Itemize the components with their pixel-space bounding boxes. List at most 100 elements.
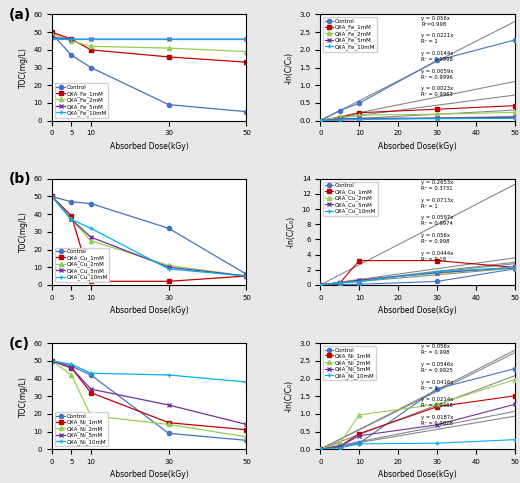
Control [336, 108, 343, 114]
OXA_Ni_5mM [336, 443, 343, 449]
OXA_Fe_1mM [512, 103, 518, 109]
Line: OXA_Cu_1mM: OXA_Cu_1mM [318, 258, 517, 287]
Control [68, 199, 74, 205]
Control [68, 363, 74, 369]
Text: y = 0.0597x
R² = 0.9974: y = 0.0597x R² = 0.9974 [422, 215, 454, 227]
OXA_Ni_10mM [336, 445, 343, 451]
Line: OXA_Cu_5mM: OXA_Cu_5mM [50, 195, 249, 278]
OXA_Cu_5mM [243, 273, 250, 279]
Control [243, 109, 250, 114]
Control [49, 31, 55, 37]
Text: y = 0.0187x
R² = 0.9828: y = 0.0187x R² = 0.9828 [422, 415, 454, 426]
Line: Control: Control [50, 32, 249, 114]
Line: Control: Control [318, 267, 517, 287]
Control [434, 279, 440, 284]
Control [49, 358, 55, 364]
OXA_Ni_10mM [317, 446, 323, 452]
OXA_Cu_5mM [68, 216, 74, 222]
Line: OXA_Ni_5mM: OXA_Ni_5mM [318, 402, 517, 451]
OXA_Cu_5mM [336, 280, 343, 285]
OXA_Cu_1mM [243, 273, 250, 279]
OXA_Cu_5mM [88, 234, 94, 240]
OXA_Cu_2mM [512, 265, 518, 270]
OXA_Fe_2mM [336, 114, 343, 120]
OXA_Cu_2mM [434, 270, 440, 276]
Line: OXA_Fe_5mM: OXA_Fe_5mM [50, 35, 249, 42]
Text: y = 0.056x
R² = 0.998: y = 0.056x R² = 0.998 [422, 344, 450, 355]
OXA_Ni_10mM [88, 370, 94, 376]
Control [88, 200, 94, 206]
Line: OXA_Fe_2mM: OXA_Fe_2mM [318, 110, 517, 123]
OXA_Fe_1mM [88, 47, 94, 53]
OXA_Ni_1mM [512, 393, 518, 399]
OXA_Cu_10mM [434, 269, 440, 275]
Y-axis label: -ln(C/C₀): -ln(C/C₀) [285, 52, 294, 84]
OXA_Cu_1mM [68, 213, 74, 219]
OXA_Ni_2mM [68, 372, 74, 378]
OXA_Cu_1mM [336, 280, 343, 286]
OXA_Cu_1mM [165, 278, 172, 284]
OXA_Fe_5mM [356, 115, 362, 121]
X-axis label: Absorbed Dose(kGy): Absorbed Dose(kGy) [110, 470, 189, 480]
Line: OXA_Cu_2mM: OXA_Cu_2mM [50, 195, 249, 278]
X-axis label: Absorbed Dose(kGy): Absorbed Dose(kGy) [110, 142, 189, 151]
Text: (b): (b) [9, 172, 32, 186]
OXA_Cu_10mM [68, 216, 74, 222]
OXA_Cu_2mM [68, 216, 74, 222]
OXA_Fe_10mM [317, 118, 323, 124]
Line: Control: Control [318, 38, 517, 123]
OXA_Fe_1mM [356, 110, 362, 115]
OXA_Ni_10mM [512, 437, 518, 442]
Control [88, 65, 94, 71]
OXA_Ni_5mM [356, 433, 362, 439]
OXA_Fe_5mM [165, 36, 172, 42]
Line: OXA_Ni_10mM: OXA_Ni_10mM [318, 438, 517, 451]
OXA_Cu_2mM [49, 194, 55, 199]
Text: (c): (c) [9, 337, 30, 351]
Text: y = 0.0546x
R² = 0.9925: y = 0.0546x R² = 0.9925 [422, 362, 454, 373]
OXA_Fe_5mM [336, 116, 343, 122]
Y-axis label: -ln(C/C₀): -ln(C/C₀) [285, 380, 294, 412]
Control [165, 226, 172, 231]
OXA_Ni_10mM [49, 358, 55, 364]
OXA_Ni_10mM [356, 441, 362, 447]
OXA_Ni_2mM [434, 401, 440, 407]
Y-axis label: TOC(mg/L): TOC(mg/L) [19, 376, 28, 417]
OXA_Fe_1mM [336, 115, 343, 121]
OXA_Fe_2mM [317, 118, 323, 124]
OXA_Ni_5mM [512, 401, 518, 407]
OXA_Fe_5mM [49, 35, 55, 41]
Control [317, 446, 323, 452]
OXA_Cu_2mM [165, 263, 172, 269]
Line: OXA_Fe_10mM: OXA_Fe_10mM [50, 37, 249, 42]
OXA_Fe_2mM [356, 113, 362, 118]
OXA_Cu_2mM [317, 282, 323, 288]
X-axis label: Absorbed Dose(kGy): Absorbed Dose(kGy) [378, 470, 457, 480]
Legend: Control, OXA_Ni_1mM, OXA_Ni_2mM, OXA_Ni_5mM, OXA_Ni_10mM: Control, OXA_Ni_1mM, OXA_Ni_2mM, OXA_Ni_… [55, 412, 108, 446]
OXA_Ni_10mM [68, 361, 74, 367]
OXA_Fe_10mM [88, 36, 94, 42]
OXA_Cu_10mM [317, 282, 323, 288]
OXA_Fe_1mM [49, 29, 55, 35]
OXA_Ni_1mM [317, 446, 323, 452]
Text: y = 0.0214x
R² = 0.9468: y = 0.0214x R² = 0.9468 [422, 397, 454, 409]
OXA_Ni_2mM [243, 434, 250, 440]
Line: OXA_Ni_2mM: OXA_Ni_2mM [318, 378, 517, 451]
Line: OXA_Fe_5mM: OXA_Fe_5mM [318, 115, 517, 123]
OXA_Cu_2mM [88, 238, 94, 243]
Line: Control: Control [50, 359, 249, 442]
Control [317, 282, 323, 288]
OXA_Fe_5mM [88, 36, 94, 42]
OXA_Fe_10mM [356, 116, 362, 122]
Control [434, 57, 440, 63]
Line: OXA_Cu_10mM: OXA_Cu_10mM [50, 195, 249, 278]
OXA_Fe_2mM [68, 38, 74, 44]
Control [356, 100, 362, 106]
Text: y = 0.0444x
R² = 0.18: y = 0.0444x R² = 0.18 [422, 251, 454, 262]
Text: (a): (a) [9, 8, 32, 22]
Control [243, 438, 250, 443]
OXA_Fe_10mM [49, 36, 55, 42]
OXA_Fe_1mM [165, 54, 172, 60]
OXA_Ni_1mM [243, 427, 250, 433]
Y-axis label: TOC(mg/L): TOC(mg/L) [19, 212, 28, 252]
